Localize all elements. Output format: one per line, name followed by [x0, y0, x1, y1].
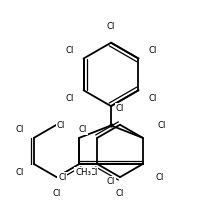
Text: Cl: Cl [116, 189, 124, 198]
Text: Cl: Cl [148, 46, 157, 55]
Text: Cl: Cl [52, 189, 61, 198]
Text: Cl: Cl [107, 177, 115, 186]
Text: Cl: Cl [156, 173, 164, 182]
Text: Cl: Cl [15, 125, 24, 134]
Text: Cl: Cl [65, 46, 74, 55]
Text: Cl: Cl [79, 125, 87, 134]
Text: Cl: Cl [56, 121, 65, 130]
Text: Cl: Cl [116, 104, 124, 113]
Text: Cl: Cl [157, 121, 166, 130]
Text: Cl: Cl [65, 94, 74, 103]
Text: Cl: Cl [148, 94, 157, 103]
Text: Cl: Cl [89, 168, 98, 177]
Text: CH₃: CH₃ [75, 168, 91, 177]
Text: Cl: Cl [107, 22, 115, 31]
Text: Cl: Cl [15, 168, 24, 177]
Text: Cl: Cl [58, 173, 66, 182]
